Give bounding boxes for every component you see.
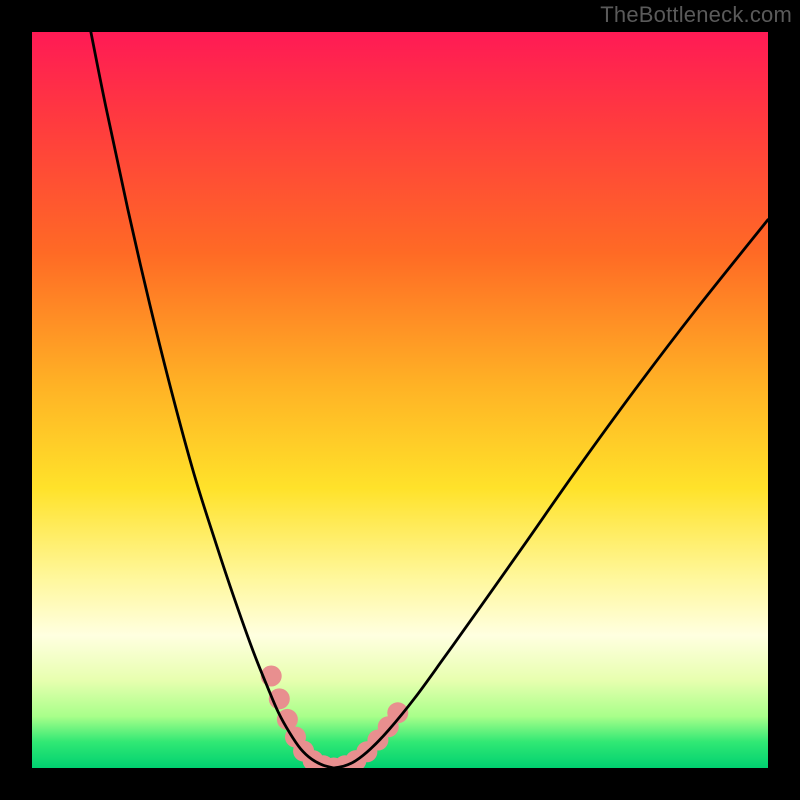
- bottleneck-chart-svg: [0, 0, 800, 800]
- plot-background: [32, 32, 768, 768]
- watermark-text: TheBottleneck.com: [600, 2, 792, 28]
- chart-canvas: TheBottleneck.com: [0, 0, 800, 800]
